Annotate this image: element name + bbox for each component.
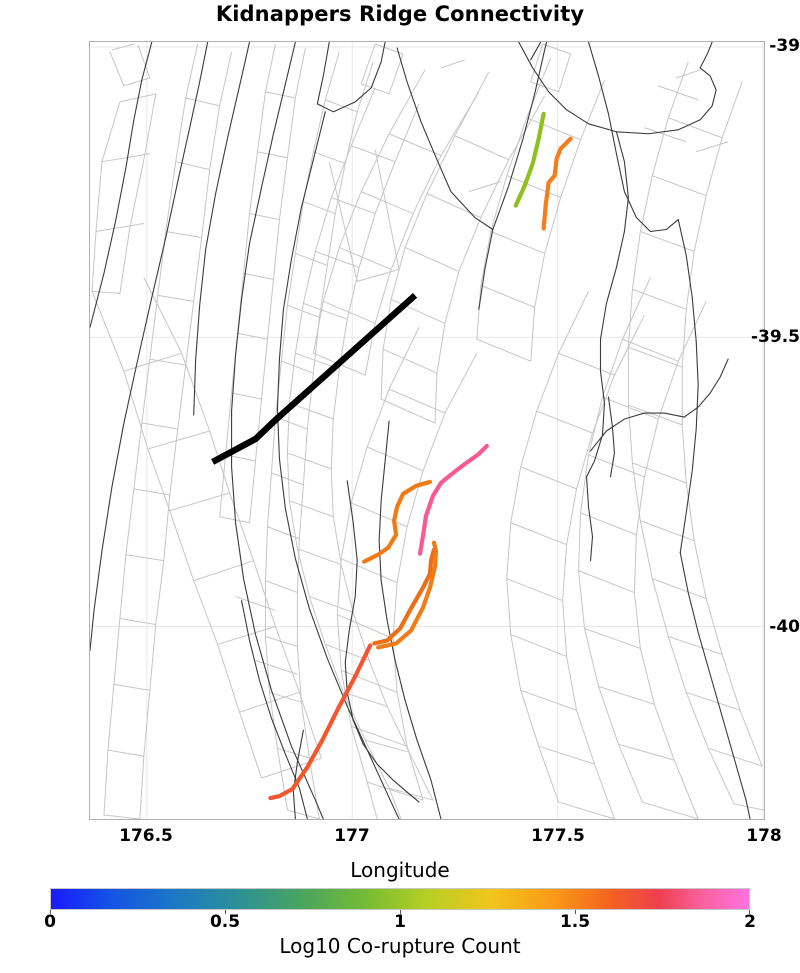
connected-fault-f7: [268, 643, 373, 801]
connected-faults-layer: [268, 111, 573, 801]
x-axis-label: Longitude: [350, 858, 450, 882]
connected-fault-f4: [362, 479, 433, 564]
colorbar-tick-mark-4: [749, 910, 750, 914]
source-fault-kidnappers-ridge: [211, 292, 418, 465]
colorbar: 0 0.5 1 1.5 2: [44, 888, 756, 932]
source-fault-layer: [211, 292, 418, 465]
ytick-label-2: -40: [769, 617, 800, 637]
connected-fault-f2: [541, 136, 573, 231]
connected-fault-f3: [417, 443, 489, 556]
connected-fault-f1: [513, 111, 546, 208]
fault-sections-layer: [91, 43, 764, 819]
map-svg: [90, 42, 764, 819]
colorbar-tick-label-2: 1: [394, 912, 406, 932]
colorbar-gradient: [50, 888, 750, 910]
colorbar-tick-label-1: 0.5: [209, 912, 241, 932]
colorbar-tick-mark-0: [50, 910, 51, 914]
xtick-label-2: 177.5: [531, 826, 585, 846]
colorbar-tick-label-3: 1.5: [559, 912, 591, 932]
colorbar-tick-mark-2: [400, 910, 401, 914]
ytick-label-1: -39.5: [751, 327, 800, 347]
colorbar-label: Log10 Co-rupture Count: [279, 934, 521, 958]
xtick-label-3: 178: [746, 826, 782, 846]
chart-title: Kidnappers Ridge Connectivity: [215, 2, 585, 26]
colorbar-tick-mark-1: [225, 910, 226, 914]
gridlines: [90, 42, 764, 819]
fault-traces-layer: [90, 42, 751, 819]
colorbar-tick-mark-3: [575, 910, 576, 914]
colorbar-tick-label-0: 0: [44, 912, 56, 932]
connected-fault-f5: [372, 547, 437, 646]
xtick-label-0: 176.5: [119, 826, 173, 846]
xtick-label-1: 177: [334, 826, 370, 846]
map-plot-area: [89, 41, 765, 820]
connected-fault-f6: [376, 540, 439, 650]
colorbar-tick-label-4: 2: [744, 912, 756, 932]
ytick-label-0: -39: [769, 36, 800, 56]
